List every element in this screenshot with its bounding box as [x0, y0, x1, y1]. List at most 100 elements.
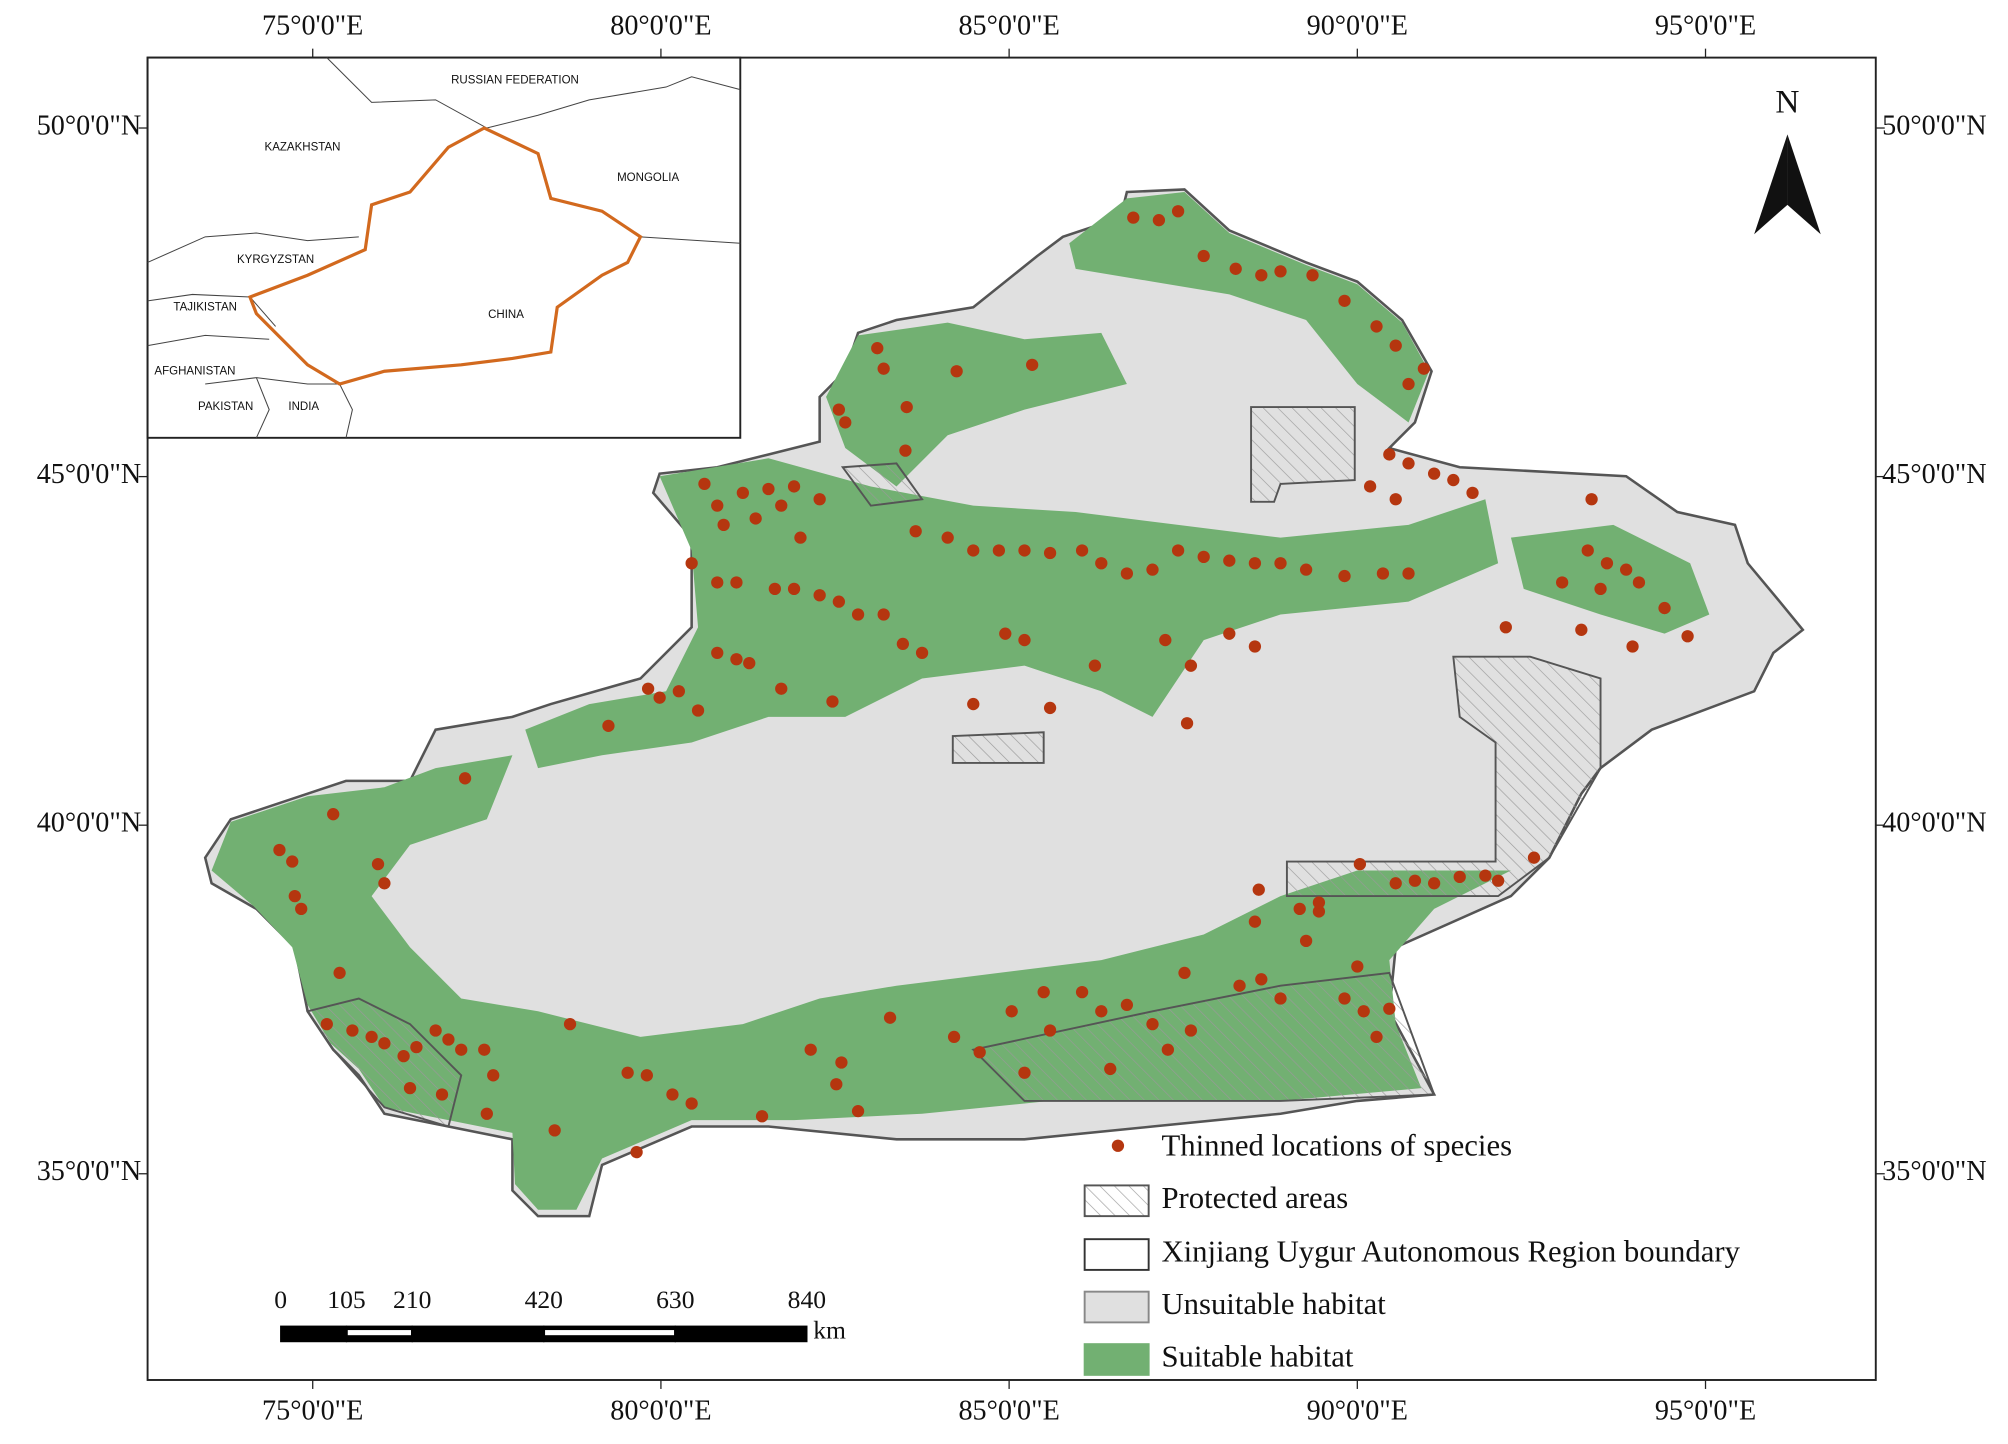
species-dot	[1180, 717, 1194, 730]
species-dot	[397, 1049, 410, 1063]
species-dot	[877, 362, 890, 375]
species-dot	[1479, 869, 1492, 882]
north-arrow: N	[1754, 84, 1821, 235]
species-dot	[1491, 874, 1505, 887]
species-dot	[403, 1081, 417, 1095]
species-dot	[967, 544, 980, 557]
species-dot	[1274, 265, 1287, 278]
species-dot	[1088, 659, 1102, 672]
species-dot	[711, 499, 724, 512]
species-dot	[1043, 701, 1057, 715]
species-dot	[1620, 563, 1633, 576]
inset-map: RUSSIAN FEDERATION KAZAKHSTAN MONGOLIA K…	[146, 56, 742, 439]
species-dot	[871, 342, 884, 355]
species-dot	[1351, 960, 1364, 973]
scale-label: 0	[274, 1285, 287, 1314]
species-dot	[794, 531, 807, 544]
species-dot	[1146, 563, 1159, 576]
protected-area	[306, 997, 463, 1128]
species-dot	[1427, 467, 1441, 480]
species-dot	[1402, 457, 1415, 470]
species-dot	[1363, 480, 1377, 493]
scale-segment	[676, 1333, 806, 1340]
legend-symbol	[1111, 1139, 1125, 1152]
species-dot	[1594, 582, 1607, 596]
species-dot	[1127, 211, 1140, 224]
lat-label: 35°0'0"N	[37, 1156, 141, 1187]
species-dot	[1223, 554, 1236, 567]
species-dot	[896, 637, 910, 651]
species-dot	[1146, 1017, 1159, 1031]
lon-label: 90°0'0"E	[1307, 11, 1408, 42]
species-dot	[1357, 1005, 1370, 1018]
species-dot	[1184, 1024, 1198, 1037]
species-dot	[1581, 544, 1594, 557]
graticule-labels: 75°0'0"E 75°0'0"E 80°0'0"E 80°0'0"E 85°0'0"E…	[37, 11, 1987, 1427]
border	[326, 57, 741, 129]
species-dot	[1376, 567, 1390, 580]
species-dot	[1197, 550, 1210, 564]
species-dot	[378, 1037, 391, 1050]
species-dot	[1370, 320, 1383, 333]
species-dot	[813, 589, 826, 602]
species-dot	[1037, 985, 1050, 999]
border	[255, 377, 270, 439]
scale-segment	[411, 1325, 545, 1343]
species-dot	[691, 704, 705, 717]
arrow-half	[1787, 134, 1821, 235]
protected-area	[971, 971, 1436, 1102]
species-dot	[1043, 1024, 1057, 1037]
species-dot	[1005, 1005, 1018, 1018]
legend-symbol	[1083, 1184, 1150, 1218]
species-dot	[730, 576, 743, 589]
species-dot	[548, 1124, 561, 1137]
country-label: CHINA	[488, 309, 524, 321]
species-dot	[435, 1088, 449, 1101]
species-dot	[1353, 857, 1367, 871]
scale-segment	[282, 1333, 346, 1340]
species-dot	[1447, 473, 1460, 487]
species-dot	[1600, 557, 1614, 570]
species-dot	[1161, 1043, 1175, 1056]
border	[640, 236, 741, 244]
species-dot	[333, 966, 346, 980]
species-dot	[621, 1066, 634, 1079]
region	[203, 188, 1805, 1218]
habitat-patch	[1069, 192, 1430, 423]
species-dot	[286, 855, 299, 868]
xinjiang-outline	[247, 126, 643, 386]
species-dot	[327, 808, 340, 821]
species-dot	[992, 544, 1006, 557]
legend-symbol	[1083, 1290, 1150, 1324]
legend: Thinned locations of species Protected ar…	[1083, 1128, 1741, 1376]
species-dot	[730, 653, 743, 666]
species-dot	[630, 1145, 643, 1159]
species-dot	[711, 576, 724, 589]
habitat-patch	[525, 458, 1499, 769]
legend-symbol	[1083, 1343, 1150, 1376]
species-dot	[1018, 544, 1031, 557]
species-dot	[1658, 601, 1671, 615]
species-dot	[288, 889, 301, 903]
species-dot	[1312, 905, 1326, 918]
lat-label: 50°0'0"N	[1882, 110, 1986, 141]
lon-label: 95°0'0"E	[1655, 1396, 1756, 1427]
species-dot	[429, 1024, 442, 1037]
species-dot	[346, 1024, 359, 1037]
scale-label: 420	[525, 1285, 563, 1314]
species-dot	[899, 444, 912, 457]
scale-segment	[347, 1330, 411, 1336]
species-dot	[1389, 493, 1402, 506]
species-dot	[1252, 883, 1265, 896]
lat-label: 50°0'0"N	[37, 110, 141, 141]
species-dot	[1402, 567, 1415, 580]
species-dot	[839, 416, 852, 429]
inset-frame	[146, 56, 742, 439]
species-dot	[1299, 563, 1313, 576]
species-dot	[1466, 486, 1479, 499]
species-dot	[1018, 633, 1031, 647]
species-dot	[1299, 934, 1313, 948]
species-dot	[640, 1069, 653, 1082]
